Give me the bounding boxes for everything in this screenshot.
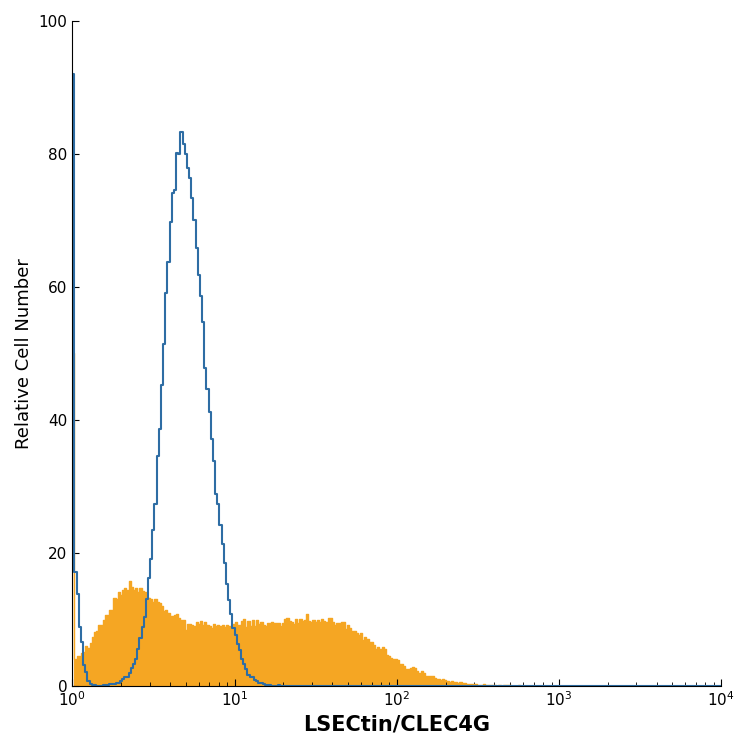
X-axis label: LSECtin/CLEC4G: LSECtin/CLEC4G	[303, 715, 490, 735]
Y-axis label: Relative Cell Number: Relative Cell Number	[15, 258, 33, 449]
